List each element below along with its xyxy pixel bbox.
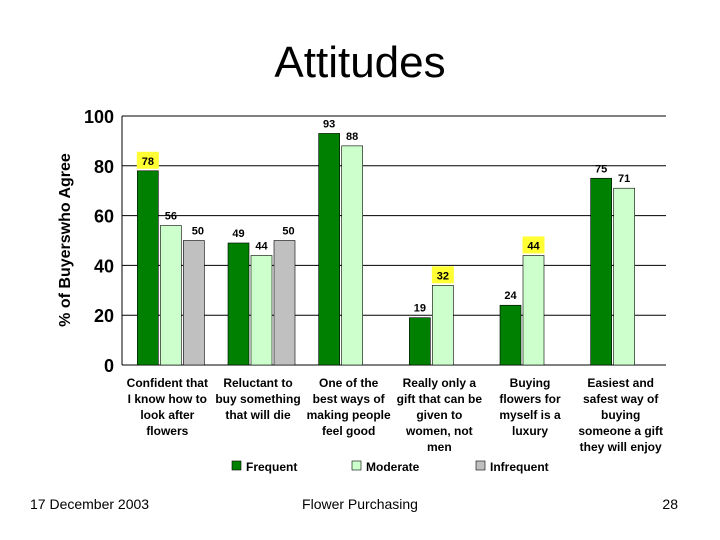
data-label: 50: [192, 226, 204, 238]
legend-swatch: [231, 460, 242, 471]
legend-swatch: [475, 460, 486, 471]
y-tick-label: 100: [84, 107, 114, 127]
bar-moderate: [250, 255, 273, 366]
data-label: 19: [414, 303, 426, 315]
data-label: 44: [255, 240, 268, 252]
bar-frequent: [137, 170, 159, 366]
bar-chart: 0 20 40 60 80 100 % of Buyerswho Agree 78 56 50 Co…: [57, 107, 666, 474]
data-label-highlight: [522, 236, 545, 254]
bar-frequent: [590, 177, 612, 366]
x-tick-label: they will enjoy: [580, 440, 662, 454]
y-axis-label: % of Buyerswho Agree: [57, 153, 74, 327]
data-label: 49: [232, 228, 244, 240]
data-label: 24: [504, 290, 517, 302]
bar-moderate: [522, 255, 545, 366]
x-tick-label: someone a gift: [578, 424, 663, 438]
x-tick-label: women, not: [405, 424, 473, 438]
data-label: 50: [282, 226, 294, 238]
data-label-highlight: [136, 151, 159, 169]
x-tick-label: that will die: [225, 408, 291, 422]
x-tick-label: best ways of: [313, 392, 386, 406]
data-label: 71: [618, 173, 630, 185]
x-tick-label: buy something: [215, 392, 300, 406]
data-label: 56: [165, 211, 177, 223]
data-label: 93: [323, 118, 335, 130]
x-tick-label: men: [427, 440, 452, 454]
x-tick-label: One of the: [319, 376, 379, 390]
x-tick-label: look after: [140, 408, 194, 422]
bar-frequent: [499, 304, 522, 366]
x-tick-label: myself is a: [499, 408, 561, 422]
data-label: 75: [595, 163, 607, 175]
bar-moderate: [432, 285, 454, 366]
x-tick-label: I know how to: [128, 392, 207, 406]
data-label: 44: [527, 240, 540, 252]
footer-date: 17 December 2003: [30, 496, 150, 512]
data-label: 32: [437, 270, 449, 282]
y-tick-label: 60: [94, 207, 114, 227]
x-tick-label: flowers: [146, 424, 188, 438]
bar-infrequent: [183, 240, 205, 366]
x-tick-label: Buying: [510, 376, 551, 390]
bar-moderate: [160, 225, 182, 366]
x-tick-label: buying: [601, 408, 640, 422]
legend-label: Infrequent: [490, 460, 549, 474]
x-tick-label: flowers for: [499, 392, 561, 406]
bar-moderate: [613, 187, 635, 366]
y-tick-label: 20: [94, 306, 114, 326]
data-label: 78: [142, 156, 154, 168]
bar-frequent: [409, 317, 431, 366]
legend-label: Frequent: [246, 460, 297, 474]
bar-infrequent: [273, 240, 296, 366]
page-number: 28: [662, 496, 678, 512]
data-label: 88: [346, 131, 358, 143]
slide-title: Attitudes: [274, 38, 446, 87]
legend-swatch: [351, 460, 362, 471]
x-tick-label: given to: [416, 408, 462, 422]
y-tick-label: 0: [104, 356, 114, 376]
x-tick-label: Reluctant to: [223, 376, 292, 390]
footer-title: Flower Purchasing: [302, 496, 418, 512]
x-tick-label: luxury: [512, 424, 548, 438]
x-tick-label: feel good: [322, 424, 375, 438]
x-tick-label: Confident that: [127, 376, 208, 390]
bar-moderate: [341, 145, 363, 366]
x-tick-label: safest way of: [583, 392, 659, 406]
bar-frequent: [318, 133, 340, 366]
x-tick-label: making people: [307, 408, 391, 422]
x-tick-label: Really only a: [403, 376, 477, 390]
legend-label: Moderate: [366, 460, 420, 474]
y-tick-label: 40: [94, 256, 114, 276]
data-label-highlight: [431, 266, 454, 284]
x-tick-label: gift that can be: [397, 392, 483, 406]
bar-frequent: [227, 242, 250, 366]
y-tick-label: 80: [94, 157, 114, 177]
x-tick-label: Easiest and: [587, 376, 654, 390]
